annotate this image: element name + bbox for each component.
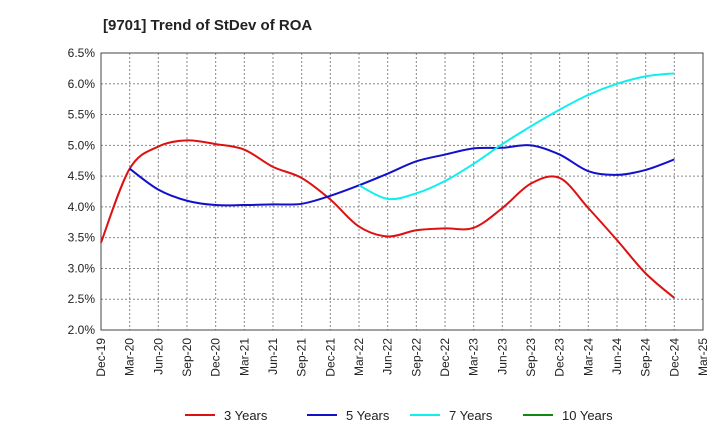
x-tick-label: Jun-21 [266, 338, 280, 375]
y-tick-label: 2.5% [68, 292, 96, 306]
y-tick-label: 4.0% [68, 200, 96, 214]
x-tick-label: Mar-24 [581, 338, 595, 376]
x-tick-label: Sep-22 [409, 338, 423, 377]
x-tick-label: Dec-23 [553, 338, 567, 377]
x-tick-label: Sep-21 [295, 338, 309, 377]
x-tick-label: Dec-20 [209, 338, 223, 377]
series-line-7-years [358, 72, 675, 201]
y-tick-label: 3.5% [68, 231, 96, 245]
x-tick-label: Mar-21 [237, 338, 251, 376]
y-tick-label: 3.0% [68, 261, 96, 275]
plot-frame [100, 52, 704, 331]
y-tick-label: 6.0% [68, 77, 96, 91]
x-tick-label: Mar-20 [123, 338, 137, 376]
legend-label-10-years: 10 Years [562, 408, 613, 423]
y-tick-label: 5.0% [68, 138, 96, 152]
plot-area: 2.0% 2.5% 3.0% 3.5% 4.0% 4.5% 5.0% 5.5% 6.0% 6.5%… [68, 46, 710, 377]
x-tick-label: Sep-24 [639, 338, 653, 377]
legend-label-3-years: 3 Years [224, 408, 268, 423]
x-tick-label: Dec-19 [94, 338, 108, 377]
legend-label-7-years: 7 Years [449, 408, 493, 423]
x-tick-label: Jun-20 [151, 338, 165, 375]
x-tick-label: Mar-23 [467, 338, 481, 376]
x-tick-label: Mar-22 [352, 338, 366, 376]
plot-background [101, 53, 703, 330]
series-line-3-years [100, 139, 675, 299]
series-line-5-years [129, 144, 675, 207]
x-tick-label: Jun-24 [610, 338, 624, 375]
y-tick-label: 4.5% [68, 169, 96, 183]
x-tick-label: Sep-23 [524, 338, 538, 377]
x-tick-label: Sep-20 [180, 338, 194, 377]
y-tick-label: 2.0% [68, 323, 96, 337]
x-tick-label: Mar-25 [696, 338, 710, 376]
y-tick-label: 6.5% [68, 46, 96, 60]
x-tick-label: Jun-22 [381, 338, 395, 375]
x-tick-label: Dec-22 [438, 338, 452, 377]
x-tick-label: Jun-23 [495, 338, 509, 375]
x-tick-label: Dec-24 [667, 338, 681, 377]
y-tick-label: 5.5% [68, 108, 96, 122]
legend: 3 Years 5 Years 7 Years 10 Years [185, 408, 613, 423]
legend-label-5-years: 5 Years [346, 408, 390, 423]
chart-title: [9701] Trend of StDev of ROA [103, 17, 312, 34]
x-tick-label: Dec-21 [323, 338, 337, 377]
